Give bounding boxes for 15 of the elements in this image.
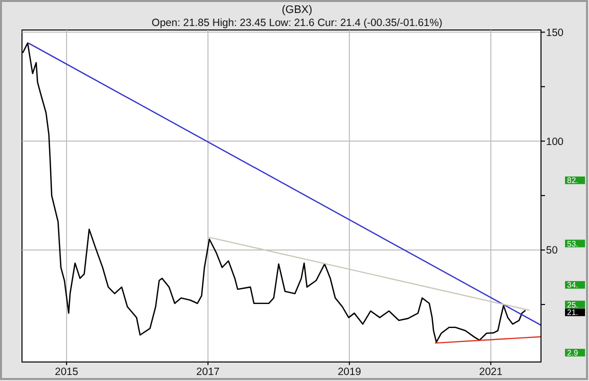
x-tick-label: 2019: [338, 366, 362, 378]
x-tick-label: 2021: [479, 366, 503, 378]
y2-tick-label: 2.9: [567, 348, 579, 358]
y2-tick-label: 82.: [567, 176, 578, 186]
y-tick-label: 150: [546, 26, 564, 39]
y-tick-label: 100: [546, 136, 564, 148]
x-tick-label: 2015: [54, 366, 78, 378]
y2-tick-label: 25.: [567, 300, 578, 310]
y2-tick-label: 21.: [567, 308, 578, 318]
chart-subtitle: Open: 21.85 High: 23.45 Low: 21.6 Cur: 21.4 (-00.35/-01.61%): [152, 17, 442, 29]
x-tick-label: 2017: [196, 366, 220, 378]
y2-tick-label: 53.: [567, 239, 578, 248]
chart-title: (GBX): [282, 4, 312, 16]
y2-tick-label: 34.: [567, 280, 578, 290]
y-tick-label: 50: [546, 244, 558, 257]
